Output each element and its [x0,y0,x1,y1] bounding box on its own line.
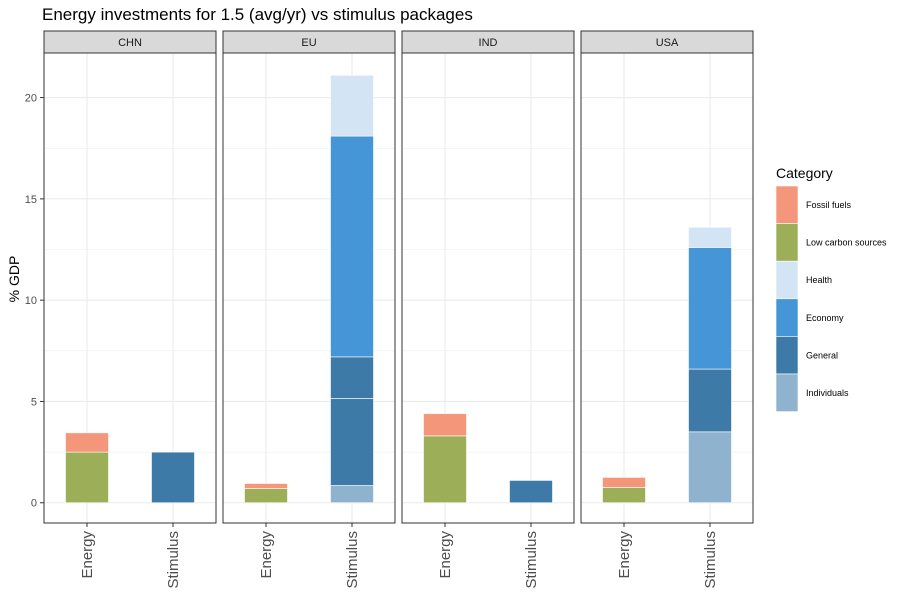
legend-label: Low carbon sources [806,238,887,248]
legend-swatch [775,373,799,412]
y-tick-label: 5 [31,396,37,408]
bar-segment-general [330,356,374,399]
x-tick-label: Energy [258,531,275,579]
bar-segment-economy [330,135,374,358]
panel-ind: IND Energy Stimulus [401,30,575,589]
bar-eu-stimulus [330,74,374,504]
bar-segment-low-carbon-sources [244,488,288,504]
bar-segment-economy [688,247,732,370]
facet-label: USA [656,37,679,49]
bar-segment-low-carbon-sources [602,487,646,504]
bar-ind-stimulus [509,480,553,504]
legend-swatch [775,298,799,337]
bar-segment-general [330,398,374,486]
x-tick-label: Energy [79,531,96,579]
y-tick-label: 10 [25,295,37,307]
legend-label: Fossil fuels [806,200,852,210]
bar-segment-individuals [330,485,374,504]
legend-item-individuals: Individuals [775,373,849,412]
bar-segment-general [509,480,553,504]
x-tick-label: Stimulus [702,531,719,589]
bar-usa-energy [602,477,646,504]
facet-panels: 0 5 10 15 20 CHN Energy Stimulus EU Energy Stimulu… [25,30,754,589]
bar-segment-health [688,226,732,248]
legend: Category Fossil fuels Low carbon sources He… [775,165,887,412]
y-tick-label: 15 [25,194,37,206]
panel-border [580,52,754,524]
bar-segment-general [151,451,195,504]
y-axis-label: % GDP [6,256,22,303]
panel-border [401,52,575,524]
panel-border [222,52,396,524]
legend-swatch [775,260,799,300]
facet-label: CHN [118,37,142,49]
legend-label: General [806,350,838,360]
bar-segment-low-carbon-sources [65,451,109,504]
y-tick-label: 0 [31,498,37,510]
legend-item-general: General [775,336,838,375]
legend-item-health: Health [775,260,832,300]
panel-usa: USA Energy Stimulus [580,30,754,589]
x-tick-label: Stimulus [344,531,361,589]
bar-chn-stimulus [151,451,195,504]
bar-ind-energy [423,413,467,504]
bar-segment-fossil-fuels [602,477,646,488]
legend-label: Health [806,275,832,285]
x-tick-label: Stimulus [165,531,182,589]
x-tick-label: Stimulus [523,531,540,589]
legend-swatch [775,223,799,262]
panel-border [43,52,217,524]
y-tick-label: 20 [25,93,37,105]
bar-segment-individuals [688,431,732,504]
facet-label: EU [301,37,316,49]
bar-segment-fossil-fuels [65,432,109,453]
bar-eu-energy [244,483,288,504]
bar-segment-health [330,74,374,137]
legend-label: Economy [806,313,844,323]
legend-item-economy: Economy [775,298,844,337]
bar-chn-energy [65,432,109,504]
bar-usa-stimulus [688,226,732,504]
chart-title: Energy investments for 1.5 (avg/yr) vs s… [42,5,473,24]
gridlines [402,53,574,523]
legend-title: Category [776,165,833,181]
facet-label: IND [479,37,498,49]
x-tick-label: Energy [437,531,454,579]
x-tick-label: Energy [616,531,633,579]
legend-swatch [775,336,799,375]
panel-eu: EU Energy Stimulus [222,30,396,589]
legend-swatch [775,185,799,224]
legend-item-low-carbon-sources: Low carbon sources [775,223,887,262]
bar-segment-fossil-fuels [423,413,467,437]
bar-segment-general [688,368,732,433]
legend-label: Individuals [806,388,849,398]
panel-chn: CHN Energy Stimulus [43,30,217,589]
legend-item-fossil-fuels: Fossil fuels [775,185,852,224]
y-axis: 0 5 10 15 20 [25,93,44,510]
bar-segment-low-carbon-sources [423,435,467,504]
bar-segment-fossil-fuels [244,483,288,489]
